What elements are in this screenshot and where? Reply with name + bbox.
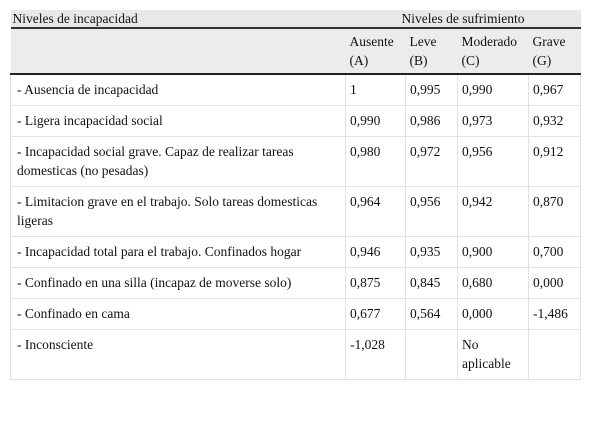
value-cell (528, 329, 582, 380)
value-cell: 0,964 (345, 186, 406, 237)
column-header-row: Ausente (A) Leve (B) Moderado (C) Grave (G) (10, 28, 581, 75)
label-cell: - Confinado en cama (10, 298, 346, 330)
table-row: - Incapacidad social grave. Capaz de rea… (10, 136, 582, 187)
value-cell: -1,486 (528, 298, 582, 330)
value-cell: 0,900 (457, 236, 529, 268)
value-cell: -1,028 (345, 329, 406, 380)
label-cell: - Limitacion grave en el trabajo. Solo t… (10, 186, 346, 237)
header-cell: Leve (B) (405, 28, 458, 75)
header-text: (G) (532, 53, 552, 68)
value-cell: 0,677 (345, 298, 406, 330)
value-cell: 0,870 (528, 186, 582, 237)
value-cell: 0,000 (457, 298, 529, 330)
value-cell: 1 (345, 74, 406, 106)
value-cell: 0,973 (457, 105, 529, 137)
header-cell: Moderado (C) (457, 28, 529, 75)
value-cell: 0,564 (405, 298, 458, 330)
value-cell: 0,875 (345, 267, 406, 299)
table-row: - Incapacidad total para el trabajo. Con… (10, 236, 582, 268)
label-cell: - Incapacidad social grave. Capaz de rea… (10, 136, 346, 187)
header-text: Grave (532, 34, 566, 49)
table-row: - Ligera incapacidad social 0,990 0,986 0,9… (10, 105, 582, 137)
value-cell: 0,000 (528, 267, 582, 299)
table-row: - Confinado en una silla (incapaz de mov… (10, 267, 582, 299)
value-cell: 0,942 (457, 186, 529, 237)
header-text: (B) (409, 53, 428, 68)
value-cell: 0,680 (457, 267, 529, 299)
table-row: - Inconsciente -1,028 No aplicable (10, 329, 582, 380)
label-cell: - Ausencia de incapacidad (10, 74, 346, 106)
value-cell: 0,967 (528, 74, 582, 106)
table-row: - Ausencia de incapacidad 1 0,995 0,990 0,96… (10, 74, 582, 106)
label-cell: - Ligera incapacidad social (10, 105, 346, 137)
value-cell: 0,990 (457, 74, 529, 106)
value-cell: No aplicable (457, 329, 529, 380)
value-cell: 0,972 (405, 136, 458, 187)
label-cell: - Confinado en una silla (incapaz de mov… (10, 267, 346, 299)
value-cell: 0,995 (405, 74, 458, 106)
header-text: Moderado (461, 34, 517, 49)
table-row: - Limitacion grave en el trabajo. Solo t… (10, 186, 582, 237)
table-row: - Confinado en cama 0,677 0,564 0,000 -1,486 (10, 298, 582, 330)
value-cell: 0,932 (528, 105, 582, 137)
table-body: - Ausencia de incapacidad 1 0,995 0,990 0,96… (10, 74, 582, 380)
value-cell: 0,986 (405, 105, 458, 137)
value-cell: 0,956 (405, 186, 458, 237)
value-cell: 0,990 (345, 105, 406, 137)
value-cell: 0,980 (345, 136, 406, 187)
label-cell: - Incapacidad total para el trabajo. Con… (10, 236, 346, 268)
header-text: Leve (409, 34, 437, 49)
header-text: (C) (461, 53, 480, 68)
value-cell (405, 329, 458, 380)
header-cell (10, 28, 346, 75)
group-header: Niveles de sufrimiento (345, 10, 581, 29)
value-cell: 0,935 (405, 236, 458, 268)
value-cell: 0,946 (345, 236, 406, 268)
value-cell: 0,700 (528, 236, 582, 268)
group-header: Niveles de incapacidad (10, 10, 346, 29)
group-header-row: Niveles de incapacidad Niveles de sufrim… (10, 10, 581, 29)
value-cell: 0,845 (405, 267, 458, 299)
label-cell: - Inconsciente (10, 329, 346, 380)
table: Niveles de incapacidad Niveles de sufrim… (10, 10, 582, 380)
value-cell: 0,956 (457, 136, 529, 187)
header-text: (A) (349, 53, 369, 68)
header-cell: Grave (G) (528, 28, 581, 75)
header-cell: Ausente (A) (345, 28, 406, 75)
header-text: Ausente (349, 34, 394, 49)
value-cell: 0,912 (528, 136, 582, 187)
